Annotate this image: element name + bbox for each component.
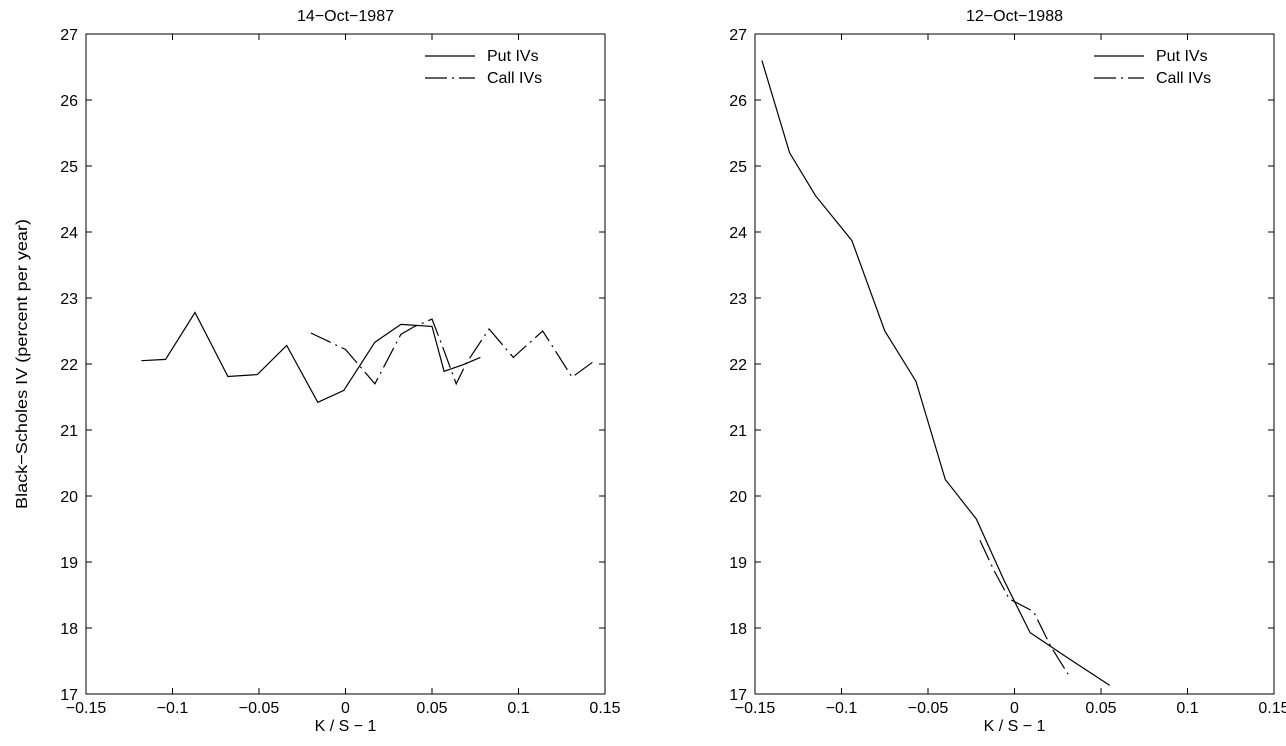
chart-title: 14−Oct−1987 bbox=[297, 8, 394, 25]
x-tick-label: −0.1 bbox=[826, 700, 858, 717]
y-tick-label: 21 bbox=[60, 423, 78, 440]
y-tick-label: 21 bbox=[729, 423, 747, 440]
x-axis-label: K / S − 1 bbox=[315, 718, 377, 735]
y-tick-label: 23 bbox=[60, 291, 78, 308]
y-tick-label: 27 bbox=[729, 27, 747, 44]
y-tick-label: 17 bbox=[729, 687, 747, 704]
y-tick-label: 24 bbox=[60, 225, 78, 242]
x-tick-label: 0.15 bbox=[589, 700, 620, 717]
y-tick-label: 17 bbox=[60, 687, 78, 704]
x-tick-label: 0 bbox=[1010, 700, 1019, 717]
x-tick-label: −0.05 bbox=[239, 700, 280, 717]
y-tick-label: 26 bbox=[729, 93, 747, 110]
x-tick-label: −0.15 bbox=[66, 700, 107, 717]
y-tick-label: 20 bbox=[60, 489, 78, 506]
legend-entry-label: Put IVs bbox=[1156, 48, 1208, 65]
y-tick-label: 18 bbox=[729, 621, 747, 638]
series-line-call-ivs bbox=[310, 318, 595, 386]
legend: Put IVs Call IVs bbox=[1094, 48, 1211, 87]
x-axis-label: K / S − 1 bbox=[984, 718, 1046, 735]
series-line-call-ivs bbox=[979, 539, 1069, 675]
y-axis-label: Black−Scholes IV (percent per year) bbox=[14, 219, 31, 509]
x-tick-label: 0.15 bbox=[1258, 700, 1286, 717]
y-tick-label: 22 bbox=[60, 357, 78, 374]
y-tick-label: 23 bbox=[729, 291, 747, 308]
legend-entry-label: Call IVs bbox=[1156, 70, 1211, 87]
x-tick-label: −0.05 bbox=[908, 700, 949, 717]
x-tick-label: 0 bbox=[341, 700, 350, 717]
series-line-put-ivs bbox=[761, 60, 1111, 686]
y-tick-label: 27 bbox=[60, 27, 78, 44]
legend: Put IVs Call IVs bbox=[425, 48, 542, 87]
x-tick-label: −0.15 bbox=[735, 700, 776, 717]
x-tick-label: 0.05 bbox=[1085, 700, 1116, 717]
y-tick-label: 18 bbox=[60, 621, 78, 638]
legend-entry-label: Call IVs bbox=[487, 70, 542, 87]
x-tick-label: −0.1 bbox=[157, 700, 189, 717]
y-tick-label: 22 bbox=[729, 357, 747, 374]
chart-panel-1: −0.15 −0.1 −0.05 0 0.05 0.1 0.15 17 18 19 20 21 22 23… bbox=[14, 8, 621, 735]
chart-panel-2: −0.15 −0.1 −0.05 0 0.05 0.1 0.15 17 18 19 20 21 22 23… bbox=[729, 8, 1286, 735]
x-tick-label: 0.1 bbox=[507, 700, 529, 717]
y-tick-label: 20 bbox=[729, 489, 747, 506]
y-tick-label: 19 bbox=[60, 555, 78, 572]
y-tick-label: 24 bbox=[729, 225, 747, 242]
y-tick-label: 19 bbox=[729, 555, 747, 572]
legend-entry-label: Put IVs bbox=[487, 48, 539, 65]
x-tick-label: 0.05 bbox=[416, 700, 447, 717]
y-tick-label: 25 bbox=[60, 159, 78, 176]
chart-title: 12−Oct−1988 bbox=[966, 8, 1063, 25]
y-tick-label: 26 bbox=[60, 93, 78, 110]
series-line-put-ivs bbox=[141, 311, 481, 404]
x-tick-label: 0.1 bbox=[1176, 700, 1198, 717]
y-tick-label: 25 bbox=[729, 159, 747, 176]
